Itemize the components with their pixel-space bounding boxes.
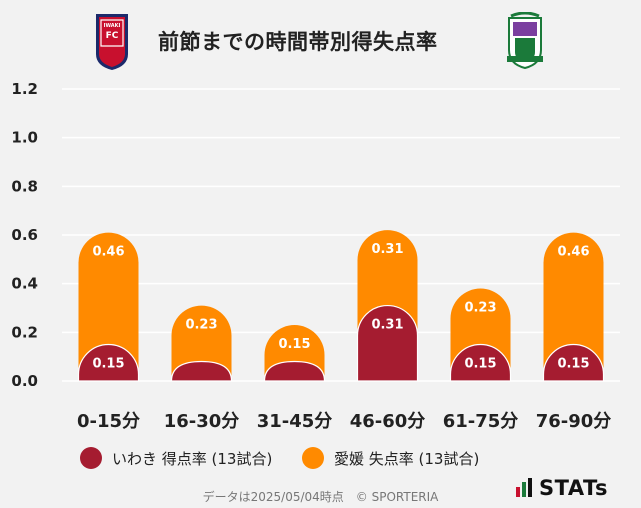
y-tick-label: 0.4 [11, 275, 38, 293]
iwaki-fc-crest-icon: FC IWAKI [96, 14, 128, 70]
stats-logo: STATs [515, 476, 608, 500]
data-label-home: 0.15 [557, 357, 589, 372]
bar-home [263, 360, 326, 382]
x-tick-label: 46-60分 [350, 411, 426, 432]
bar-home [77, 343, 140, 382]
bar-home [449, 343, 512, 382]
data-label-away: 0.46 [92, 245, 124, 260]
y-tick-label: 0.2 [11, 323, 38, 341]
bar-away [171, 305, 232, 381]
x-tick-label: 31-45分 [257, 411, 333, 432]
legend-item-home: いわき 得点率 (13試合) [80, 447, 272, 469]
data-label-away: 0.15 [278, 337, 310, 352]
data-label-away: 0.46 [557, 245, 589, 260]
stats-brand-text: STATs [539, 476, 608, 500]
legend-swatch-home [80, 447, 102, 469]
data-label-home: 0.15 [92, 357, 124, 372]
y-tick-label: 1.0 [11, 129, 38, 147]
bar-home [542, 343, 605, 382]
y-tick-label: 0.0 [11, 372, 38, 390]
y-tick-label: 1.2 [11, 80, 38, 98]
x-tick-label: 61-75分 [443, 411, 519, 432]
bar-home [356, 305, 419, 382]
x-tick-label: 76-90分 [536, 411, 612, 432]
data-label-away: 0.23 [464, 301, 496, 316]
x-tick-label: 0-15分 [77, 411, 140, 432]
header: FC IWAKI 前節までの時間帯別得失点率 [0, 0, 641, 80]
data-label-away: 0.31 [371, 242, 403, 257]
legend-swatch-away [302, 447, 324, 469]
y-tick-label: 0.6 [11, 226, 38, 244]
svg-text:IWAKI: IWAKI [104, 23, 121, 29]
bar-away [78, 232, 139, 381]
footer-note: データは2025/05/04時点 © SPORTERIA [202, 490, 439, 504]
bar-home [170, 360, 233, 382]
data-label-home: 0.15 [464, 357, 496, 372]
y-tick-label: 0.8 [11, 177, 38, 195]
x-tick-label: 16-30分 [164, 411, 240, 432]
data-label-home: 0.31 [371, 318, 403, 333]
legend-label-away: 愛媛 失点率 (13試合) [334, 449, 480, 468]
ehime-fc-crest-icon [507, 12, 543, 70]
legend-item-away: 愛媛 失点率 (13試合) [302, 447, 479, 469]
legend-label-home: いわき 得点率 (13試合) [112, 449, 273, 468]
data-label-away: 0.23 [185, 318, 217, 333]
bar-away [543, 232, 604, 381]
chart-title: 前節までの時間帯別得失点率 [158, 30, 438, 54]
svg-text:FC: FC [106, 31, 119, 41]
legend: いわき 得点率 (13試合) 愛媛 失点率 (13試合) [0, 447, 641, 477]
stats-bars-icon [516, 478, 532, 497]
bar-chart: 0.0 0.2 0.4 0.6 0.8 1.0 1.2 0.46 0.15 0-15分 0.23 16… [11, 80, 620, 432]
